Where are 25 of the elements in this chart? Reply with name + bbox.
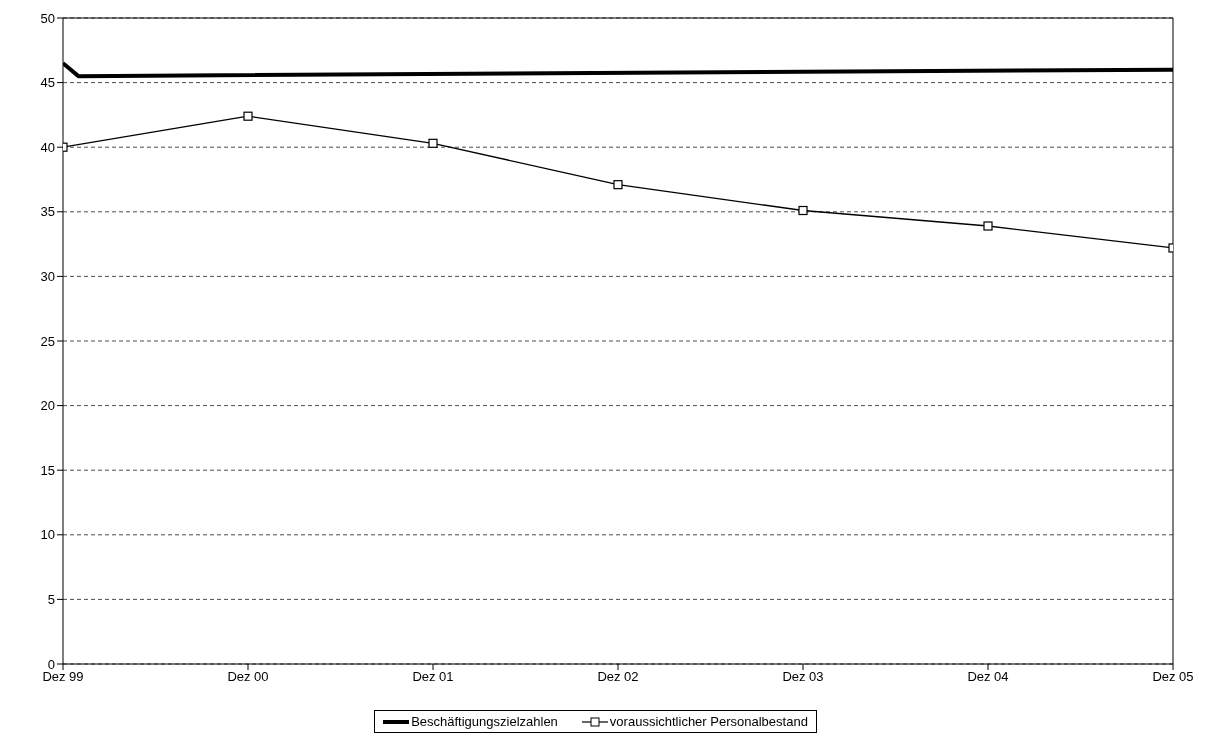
point [428,138,438,148]
x-tick-label: Dez 99 [42,669,84,685]
y-tick-label: 0 [47,656,55,672]
y-tick-label: 50 [40,10,55,26]
y-tick-label: 15 [40,462,55,478]
point [613,180,623,190]
y-tick-label: 5 [47,592,55,608]
y-tick-label: 45 [40,75,55,91]
legend-label: voraussichtlicher Personalbestand [608,714,808,729]
x-tick-label: Dez 04 [967,669,1009,685]
x-tick-label: Dez 05 [1152,669,1194,685]
point [243,111,253,121]
y-tick-label: 10 [40,527,55,543]
y-tick-label: 25 [40,333,55,349]
x-tick-label: Dez 03 [782,669,824,685]
y-tick-label: 35 [40,204,55,220]
y-tick-label: 40 [40,139,55,155]
point [798,205,808,216]
legend-label: Beschäftigungszielzahlen [410,714,558,729]
x-tick-label: Dez 01 [412,669,454,685]
x-tick-label: Dez 00 [227,669,269,685]
x-tick-label: Dez 02 [597,669,639,685]
y-tick-label: 20 [40,398,55,414]
y-tick-label: 30 [40,269,55,285]
point [983,221,993,231]
